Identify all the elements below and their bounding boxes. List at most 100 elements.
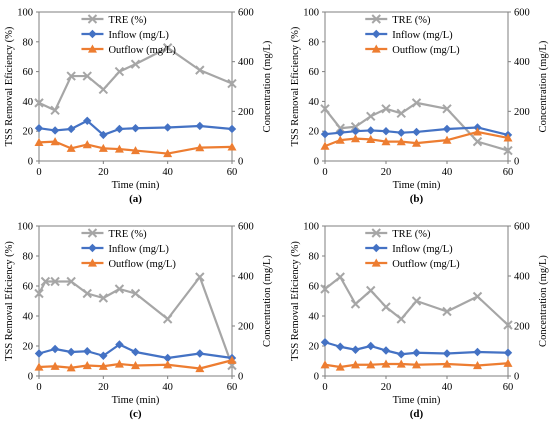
data-point [50, 105, 60, 116]
data-point [83, 116, 92, 125]
data-point [335, 272, 345, 282]
data-point [227, 355, 237, 364]
data-point [34, 98, 44, 108]
data-point [50, 276, 60, 287]
data-point [350, 122, 361, 132]
legend-marker [371, 228, 381, 238]
x-tick-label: 40 [162, 382, 173, 393]
y-right-tick-label: 400 [514, 272, 530, 283]
x-tick-label: 60 [227, 167, 238, 178]
y-left-tick-label: 0 [28, 157, 33, 168]
chart-panel-c: 0 20 40 60 80 100 0 200 400 600 0 20 40 60 Time (min) T… [4, 222, 273, 421]
data-point [99, 351, 108, 360]
data-point [366, 134, 376, 143]
y-right-tick-label: 600 [238, 8, 254, 19]
series-tre [320, 272, 513, 330]
data-point [162, 314, 173, 324]
data-point [34, 124, 44, 133]
legend-label: TRE (%) [392, 15, 431, 26]
legend-marker [371, 44, 381, 53]
series-line [38, 359, 233, 370]
legend-label: Outflow (mg/L) [392, 45, 460, 56]
data-point [366, 341, 375, 351]
data-point [195, 272, 205, 282]
data-point [99, 130, 108, 140]
data-point [442, 124, 452, 134]
series-tre [320, 98, 513, 156]
data-point [82, 71, 92, 81]
series-line [324, 362, 509, 369]
x-tick-label: 20 [98, 167, 109, 178]
data-point [411, 296, 422, 306]
y-right-tick-label: 200 [514, 322, 530, 333]
data-point [473, 361, 482, 370]
data-point [66, 363, 76, 372]
panel-label: (c) [129, 408, 142, 420]
data-point [503, 145, 513, 156]
data-point [396, 137, 406, 146]
data-point [396, 108, 406, 119]
data-point [396, 359, 406, 368]
data-point [442, 306, 452, 317]
legend-marker [371, 14, 381, 24]
data-point [381, 104, 391, 114]
y-left-tick-label: 20 [23, 342, 34, 353]
y-left-tick-label: 60 [309, 282, 320, 293]
series-line [324, 130, 509, 148]
series-line [38, 119, 233, 137]
y-axis-label-right: Concentration (mg/L) [262, 255, 273, 347]
data-point [381, 302, 391, 312]
legend-label: Inflow (mg/L) [108, 30, 169, 41]
data-point [195, 364, 205, 373]
x-tick-label: 0 [36, 382, 41, 393]
data-point [412, 348, 421, 357]
y-axis-label-right: Concentration (mg/L) [538, 40, 549, 132]
data-point [351, 134, 360, 143]
data-point [98, 293, 109, 303]
x-axis-label: Time (min) [112, 180, 160, 191]
series-outflow [320, 127, 513, 150]
y-right-tick-label: 200 [514, 107, 530, 118]
data-point [130, 59, 141, 69]
data-point [472, 136, 483, 147]
legend-label: Inflow (mg/L) [392, 244, 453, 255]
data-point [131, 124, 140, 133]
data-point [50, 361, 60, 370]
legend-marker [87, 44, 97, 53]
y-left-tick-label: 0 [314, 157, 319, 168]
legend-label: Outflow (mg/L) [108, 259, 176, 270]
y-left-tick-label: 100 [303, 222, 319, 233]
data-point [83, 347, 92, 356]
series-line [324, 126, 509, 136]
data-point [115, 340, 124, 349]
x-tick-label: 40 [442, 167, 453, 178]
legend-marker [87, 258, 97, 267]
series-inflow [320, 123, 513, 140]
data-point [114, 284, 125, 294]
data-point [442, 359, 452, 368]
y-left-tick-label: 100 [303, 8, 319, 19]
data-point [195, 349, 205, 358]
data-point [381, 137, 391, 146]
data-point [412, 127, 421, 137]
y-left-tick-label: 100 [17, 8, 33, 19]
data-point [114, 359, 124, 368]
plot-frame [324, 225, 509, 377]
data-point [381, 127, 391, 136]
y-left-tick-label: 60 [23, 67, 34, 78]
y-left-tick-label: 80 [309, 252, 320, 263]
data-point [320, 141, 330, 150]
data-point [442, 349, 452, 358]
x-tick-label: 0 [322, 167, 327, 178]
data-point [131, 146, 140, 155]
data-point [98, 361, 108, 370]
data-point [40, 276, 51, 287]
data-point [442, 135, 452, 144]
data-point [66, 276, 76, 287]
data-point [320, 104, 330, 114]
x-tick-label: 60 [503, 382, 514, 393]
data-point [98, 143, 108, 152]
y-left-tick-label: 20 [309, 127, 320, 138]
series-outflow [34, 137, 237, 158]
plot-frame [38, 225, 233, 377]
